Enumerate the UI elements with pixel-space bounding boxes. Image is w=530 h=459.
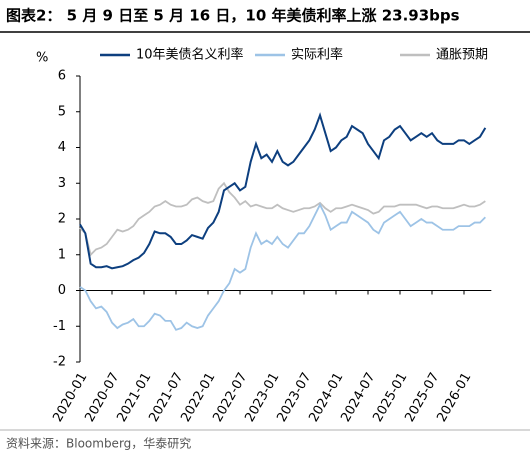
legend-label: 通胀预期 bbox=[436, 48, 488, 63]
y-tick-label: 4 bbox=[58, 140, 66, 155]
y-tick-label: -1 bbox=[53, 319, 66, 334]
y-tick-label: 1 bbox=[58, 247, 66, 262]
series-line bbox=[79, 181, 486, 257]
series-line bbox=[79, 112, 487, 270]
legend-label: 实际利率 bbox=[291, 47, 343, 63]
chart-title: 图表2： 5 月 9 日至 5 月 16 日，10 年美债利率上涨 23.93b… bbox=[6, 7, 460, 25]
legend-label: 10年美债名义利率 bbox=[136, 47, 244, 63]
y-tick-label: 3 bbox=[58, 176, 66, 191]
y-tick-label: 0 bbox=[58, 283, 66, 298]
y-tick-label: 5 bbox=[58, 104, 66, 119]
y-tick-label: -2 bbox=[53, 355, 66, 370]
y-tick-label: 2 bbox=[58, 212, 66, 227]
y-tick-label: 6 bbox=[58, 69, 66, 84]
y-axis-label: % bbox=[36, 51, 48, 66]
source: 资料来源：Bloomberg，华泰研究 bbox=[6, 436, 191, 451]
series-line bbox=[79, 202, 486, 331]
